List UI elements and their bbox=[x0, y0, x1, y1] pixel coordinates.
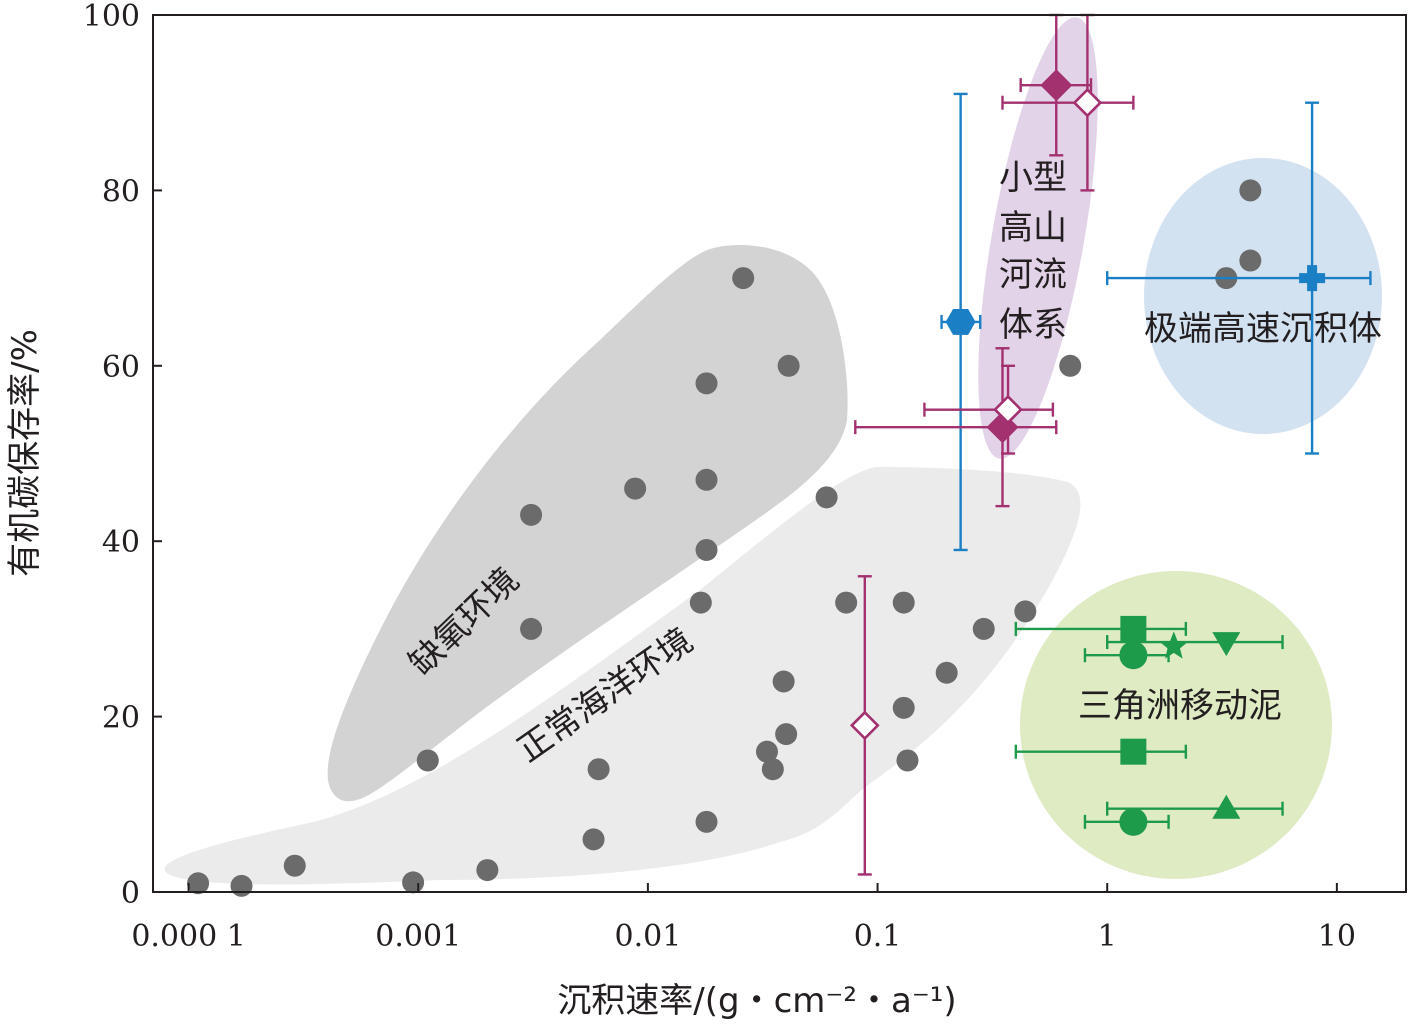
gray-data-point bbox=[695, 538, 718, 561]
open-diamond-marker bbox=[1072, 87, 1103, 118]
x-axis: 0.000 1 0.001 0.01 0.1 1 10 bbox=[131, 883, 1356, 954]
gray-data-point bbox=[695, 372, 718, 395]
region-layer bbox=[164, 17, 1382, 885]
gray-data-point bbox=[695, 810, 718, 833]
y-axis: 0 20 40 60 80 100 bbox=[83, 0, 162, 911]
gray-data-point bbox=[777, 354, 800, 377]
gray-data-point bbox=[972, 617, 995, 640]
region-label-delta: 三角洲移动泥 bbox=[1078, 686, 1282, 726]
gray-data-point bbox=[1239, 249, 1262, 272]
gray-data-point bbox=[416, 749, 439, 772]
gray-data-point bbox=[775, 723, 798, 746]
gray-data-point bbox=[520, 617, 543, 640]
gray-data-point bbox=[283, 854, 306, 877]
gray-data-point bbox=[230, 874, 253, 897]
gray-data-point bbox=[187, 872, 210, 895]
filled-diamond-marker bbox=[1040, 69, 1073, 102]
x-tick-label: 10 bbox=[1318, 919, 1356, 954]
gray-data-point bbox=[476, 859, 499, 882]
triangle-down-marker bbox=[1212, 632, 1241, 657]
gray-data-point bbox=[892, 591, 915, 614]
gray-data-point bbox=[896, 749, 919, 772]
gray-data-point bbox=[695, 468, 718, 491]
gray-data-point bbox=[732, 267, 755, 290]
region-label-high-rate: 极端高速沉积体 bbox=[1144, 309, 1382, 349]
gray-data-point bbox=[582, 828, 605, 851]
hexagon-marker bbox=[945, 309, 976, 335]
gray-data-point bbox=[689, 591, 712, 614]
plot-frame bbox=[152, 14, 1407, 893]
gray-data-point bbox=[935, 661, 958, 684]
gray-data-point bbox=[402, 871, 425, 894]
region-extreme-high-rate bbox=[1144, 158, 1382, 434]
x-tick-label: 0.01 bbox=[614, 919, 681, 954]
square-marker bbox=[1120, 615, 1147, 642]
region-delta-mobile-mud bbox=[1020, 571, 1332, 879]
region-normal-marine bbox=[164, 467, 1081, 885]
markers-layer bbox=[849, 69, 1326, 836]
gray-data-point bbox=[1239, 179, 1262, 202]
gray-points-layer bbox=[187, 179, 1262, 897]
gray-data-point bbox=[520, 503, 543, 526]
region-label-mountain-line4: 体系 bbox=[999, 305, 1067, 345]
x-tick-label: 1 bbox=[1098, 919, 1117, 954]
y-tick-label: 60 bbox=[102, 350, 140, 385]
circle-marker bbox=[1119, 807, 1148, 836]
y-tick-label: 40 bbox=[102, 525, 140, 560]
gray-data-point bbox=[892, 696, 915, 719]
region-label-mountain-line1: 小型 bbox=[999, 158, 1067, 198]
region-label-mountain-line3: 河流 bbox=[999, 255, 1067, 295]
y-axis-title: 有机碳保存率/% bbox=[5, 329, 45, 577]
gray-data-point bbox=[761, 758, 784, 781]
gray-data-point bbox=[755, 740, 778, 763]
region-label-mountain-line2: 高山 bbox=[999, 208, 1067, 248]
gray-data-point bbox=[835, 591, 858, 614]
x-tick-label: 0.001 bbox=[375, 919, 461, 954]
gray-data-point bbox=[772, 670, 795, 693]
x-tick-label: 0.000 1 bbox=[131, 919, 246, 954]
circle-marker bbox=[1119, 641, 1148, 670]
y-tick-label: 20 bbox=[102, 701, 140, 736]
plus-marker bbox=[1299, 265, 1326, 292]
y-tick-label: 80 bbox=[102, 174, 140, 209]
square-marker bbox=[1120, 738, 1147, 765]
y-tick-label: 100 bbox=[83, 0, 140, 34]
y-tick-label: 0 bbox=[121, 876, 140, 911]
triangle-up-marker bbox=[1212, 794, 1241, 819]
gray-data-point bbox=[624, 477, 647, 500]
gray-data-point bbox=[587, 758, 610, 781]
open-diamond-marker bbox=[993, 394, 1023, 425]
x-tick-label: 0.1 bbox=[854, 919, 902, 954]
x-axis-title: 沉积速率/(g・cm⁻²・a⁻¹) bbox=[557, 981, 956, 1021]
gray-data-point bbox=[1014, 600, 1037, 623]
open-diamond-marker bbox=[849, 710, 880, 741]
star-marker bbox=[1159, 631, 1189, 659]
region-anoxic bbox=[327, 244, 848, 802]
gray-data-point bbox=[815, 486, 838, 509]
gray-data-point bbox=[1059, 354, 1082, 377]
